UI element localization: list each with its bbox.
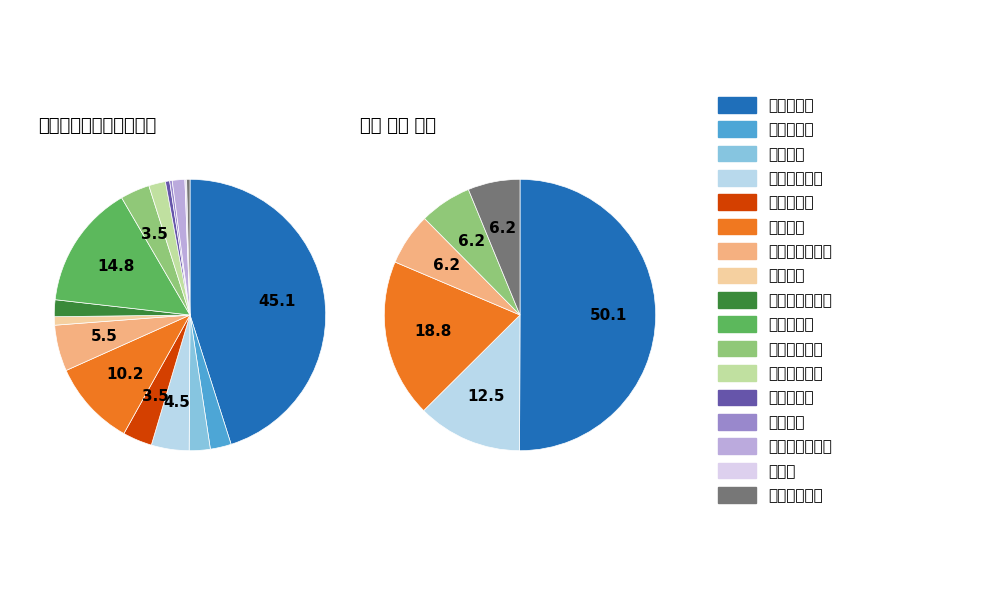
Wedge shape <box>55 198 190 315</box>
Wedge shape <box>424 315 520 451</box>
Wedge shape <box>122 185 190 315</box>
Wedge shape <box>151 315 190 451</box>
Text: 14.8: 14.8 <box>97 259 135 274</box>
Text: 6.2: 6.2 <box>489 221 516 236</box>
Wedge shape <box>55 315 190 370</box>
Wedge shape <box>172 179 190 315</box>
Text: 12.5: 12.5 <box>467 389 505 404</box>
Wedge shape <box>384 262 520 410</box>
Wedge shape <box>395 218 520 315</box>
Wedge shape <box>468 179 520 315</box>
Legend: ストレート, ツーシーム, シュート, カットボール, スプリット, フォーク, チェンジアップ, シンカー, 高速スライダー, スライダー, 縦スライダー, : ストレート, ツーシーム, シュート, カットボール, スプリット, フォーク,… <box>718 97 832 503</box>
Wedge shape <box>425 190 520 315</box>
Wedge shape <box>187 179 190 315</box>
Text: 50.1: 50.1 <box>590 308 627 323</box>
Text: 3.5: 3.5 <box>142 389 169 404</box>
Text: 6.2: 6.2 <box>458 234 485 249</box>
Text: パ・リーグ全プレイヤー: パ・リーグ全プレイヤー <box>38 118 156 136</box>
Wedge shape <box>190 179 326 445</box>
Wedge shape <box>149 182 190 315</box>
Text: 45.1: 45.1 <box>258 294 296 309</box>
Wedge shape <box>520 179 656 451</box>
Wedge shape <box>170 181 190 315</box>
Text: 3.5: 3.5 <box>141 227 168 242</box>
Wedge shape <box>66 315 190 434</box>
Text: 茶谷 健太 選手: 茶谷 健太 選手 <box>360 118 436 136</box>
Wedge shape <box>54 315 190 325</box>
Wedge shape <box>124 315 190 445</box>
Text: 10.2: 10.2 <box>106 367 144 382</box>
Wedge shape <box>54 299 190 317</box>
Wedge shape <box>165 181 190 315</box>
Wedge shape <box>190 315 231 449</box>
Text: 18.8: 18.8 <box>415 324 452 339</box>
Text: 6.2: 6.2 <box>433 258 461 273</box>
Text: 5.5: 5.5 <box>91 329 118 344</box>
Text: 4.5: 4.5 <box>164 395 190 410</box>
Wedge shape <box>189 315 210 451</box>
Wedge shape <box>185 179 190 315</box>
